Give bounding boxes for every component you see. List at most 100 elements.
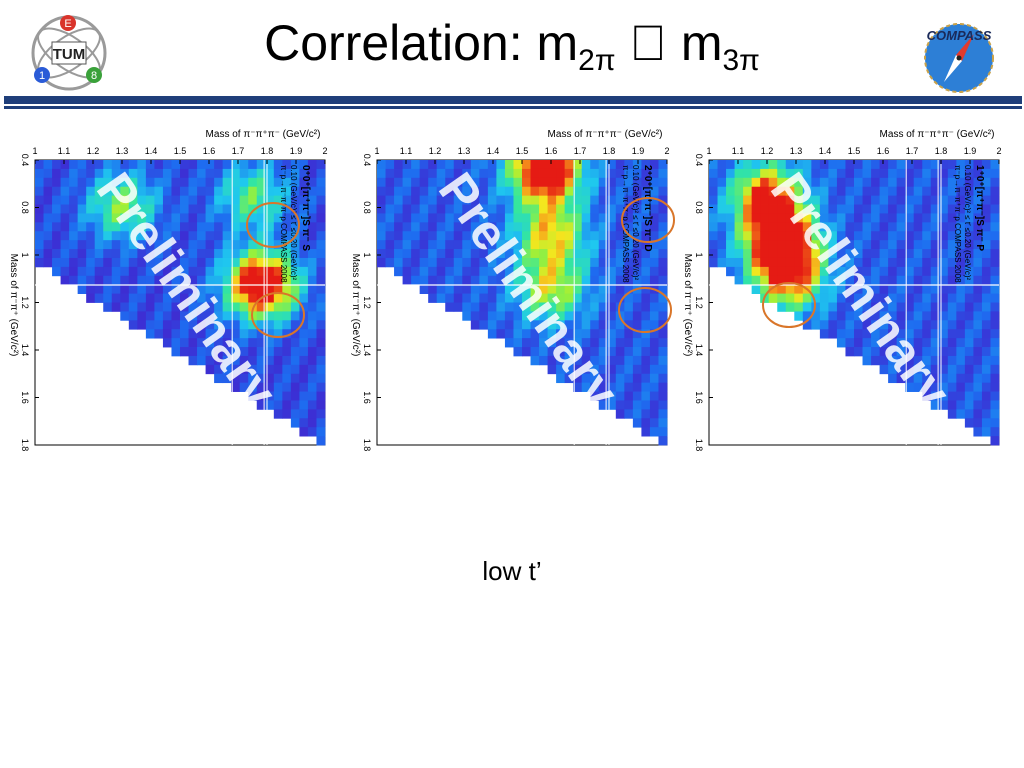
heatmap-cell <box>607 284 617 294</box>
heatmap-cell <box>103 249 113 259</box>
heatmap-cell <box>239 213 249 223</box>
heatmap-cell <box>990 275 1000 286</box>
heatmap-cell <box>307 409 317 419</box>
heatmap-cell <box>496 320 506 330</box>
heatmap-cell <box>888 284 898 294</box>
heatmap-cell <box>547 338 557 348</box>
heatmap-cell <box>128 168 138 179</box>
heatmap-cell <box>658 186 668 197</box>
heatmap-cell <box>428 195 438 205</box>
heatmap-cell <box>854 347 863 357</box>
heatmap-cell <box>154 213 164 223</box>
heatmap-cell <box>231 284 241 294</box>
heatmap-cell <box>248 284 258 294</box>
heatmap-cell <box>539 275 548 286</box>
heatmap-cell <box>862 302 872 312</box>
heatmap-cell <box>462 302 472 312</box>
heatmap-cell <box>564 168 574 179</box>
heatmap-cell <box>922 249 932 259</box>
heatmap-cell <box>103 231 113 241</box>
heatmap-cell <box>973 204 983 214</box>
heatmap-cell <box>316 204 326 214</box>
heatmap-cell <box>624 364 634 375</box>
heatmap-cell <box>658 266 668 277</box>
heatmap-cell <box>307 382 317 392</box>
heatmap-cell <box>479 293 489 303</box>
y-tick-label: 1.4 <box>487 146 500 156</box>
heatmap-cell <box>394 213 403 223</box>
heatmap-cell <box>649 168 659 179</box>
heatmap-cell <box>879 231 889 241</box>
heatmap-cell <box>487 275 497 286</box>
heatmap-cell <box>222 364 232 375</box>
heatmap-cell <box>896 320 906 330</box>
heatmap-cell <box>69 213 79 223</box>
heatmap-cell <box>504 311 514 321</box>
heatmap-cell <box>504 240 514 250</box>
heatmap-cell <box>504 204 514 214</box>
heatmap-cell <box>590 391 600 401</box>
heatmap-cell <box>709 213 718 223</box>
heatmap-cell <box>282 284 292 294</box>
heatmap-cell <box>171 186 181 197</box>
heatmap-cell <box>913 231 923 241</box>
heatmap-cell <box>939 266 949 277</box>
heatmap-cell <box>964 338 974 348</box>
heatmap-cell <box>111 204 121 214</box>
heatmap-cell <box>607 355 617 366</box>
heatmap-cell <box>828 311 838 321</box>
heatmap-cell <box>947 249 957 259</box>
heatmap-cell <box>888 249 898 259</box>
heatmap-cell <box>77 177 87 188</box>
heatmap-cell <box>470 257 480 268</box>
heatmap-cell <box>496 168 506 179</box>
heatmap-cell <box>760 222 770 232</box>
heatmap-cell <box>836 213 846 223</box>
heatmap-cell <box>522 222 531 232</box>
heatmap-cell <box>188 222 198 232</box>
heatmap-cell <box>743 168 753 179</box>
header-rule-thick <box>4 96 1022 104</box>
heatmap-cell <box>419 195 429 205</box>
heatmap-cell <box>981 338 991 348</box>
heatmap-cell <box>120 160 130 170</box>
heatmap-cell <box>513 222 523 232</box>
heatmap-cell <box>751 195 761 205</box>
heatmap-cell <box>862 186 872 197</box>
heatmap-cell <box>145 275 155 286</box>
x-tick-label: 1.6 <box>362 391 372 404</box>
heatmap-cell <box>273 257 283 268</box>
heatmap-cell <box>581 338 591 348</box>
heatmap-cell <box>922 320 932 330</box>
heatmap-cell <box>504 222 514 232</box>
heatmap-cell <box>248 338 258 348</box>
heatmap-cell <box>615 168 625 179</box>
heatmap-cell <box>768 222 778 232</box>
heatmap-cell <box>828 195 838 205</box>
heatmap-cell <box>504 195 514 205</box>
heatmap-cell <box>922 355 932 366</box>
heatmap-cell <box>385 186 395 197</box>
heatmap-cell <box>785 275 795 286</box>
heatmap-cell <box>411 266 421 277</box>
heatmap-cell <box>794 186 804 197</box>
heatmap-cell <box>539 222 548 232</box>
heatmap-cell <box>581 222 591 232</box>
heatmap-cell <box>845 347 855 357</box>
heatmap-cell <box>94 231 104 241</box>
heatmap-cell <box>171 329 181 339</box>
heatmap-cell <box>69 222 79 232</box>
heatmap-cell <box>922 311 932 321</box>
heatmap-cell <box>658 338 668 348</box>
heatmap-cell <box>256 213 266 223</box>
heatmap-cell <box>436 177 446 188</box>
heatmap-cell <box>273 329 283 339</box>
heatmap-cell <box>598 400 608 410</box>
heatmap-cell <box>973 427 983 437</box>
heatmap-cell <box>111 160 121 170</box>
y-tick-label: 1.2 <box>761 146 774 156</box>
heatmap-cell <box>248 275 258 286</box>
heatmap-cell <box>751 284 761 294</box>
heatmap-cell <box>811 204 821 214</box>
heatmap-cell <box>913 364 923 375</box>
